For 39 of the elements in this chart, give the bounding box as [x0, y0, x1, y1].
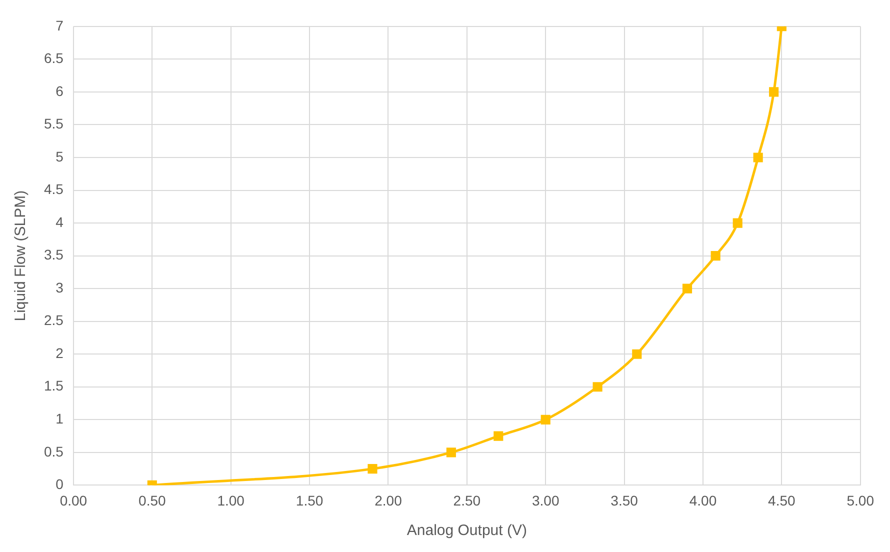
y-tick-label: 1.5: [44, 378, 64, 394]
point: [682, 284, 692, 294]
x-tick-label: 2.50: [453, 492, 481, 508]
x-axis-title: Analog Output (V): [406, 522, 527, 540]
y-tick-label: 5.5: [44, 116, 64, 132]
y-tick-label: 6.5: [44, 50, 64, 66]
y-tick-label: 7: [56, 17, 64, 34]
y-tick-label: 4.5: [44, 181, 64, 198]
y-tick-label: 0: [56, 476, 64, 492]
y-tick-label: 2.5: [44, 312, 64, 328]
point: [632, 349, 642, 359]
x-tick-label: 5.00: [846, 492, 874, 508]
x-tick-label: 1.00: [217, 492, 245, 508]
x-tick-label: 0.50: [138, 492, 166, 508]
point: [446, 448, 456, 458]
point: [592, 382, 602, 392]
point: [753, 152, 763, 162]
y-tick-label: 0.5: [44, 443, 64, 460]
x-tick-label: 4.00: [689, 492, 717, 508]
x-tick-label: 1.50: [296, 492, 324, 508]
y-tick-label: 4: [56, 214, 64, 230]
y-tick-label: 1: [56, 410, 64, 427]
x-tick-label: 2.00: [374, 492, 402, 508]
x-tick-label: 3.50: [610, 492, 638, 508]
x-tick-label: 0.00: [60, 492, 88, 508]
point: [769, 87, 779, 97]
point: [540, 414, 550, 424]
x-tick-label: 3.00: [532, 492, 560, 508]
point: [732, 218, 742, 228]
y-tick-label: 6: [56, 82, 64, 99]
y-axis-title: Liquid Flow (SLPM): [12, 190, 30, 322]
point: [494, 431, 504, 441]
y-tick-label: 2: [56, 344, 64, 361]
y-tick-label: 3: [56, 279, 64, 296]
point: [710, 251, 720, 261]
x-tick-label: 4.50: [768, 492, 796, 508]
point: [368, 464, 378, 474]
y-tick-label: 3.5: [44, 246, 64, 263]
y-tick-label: 5: [56, 148, 64, 164]
